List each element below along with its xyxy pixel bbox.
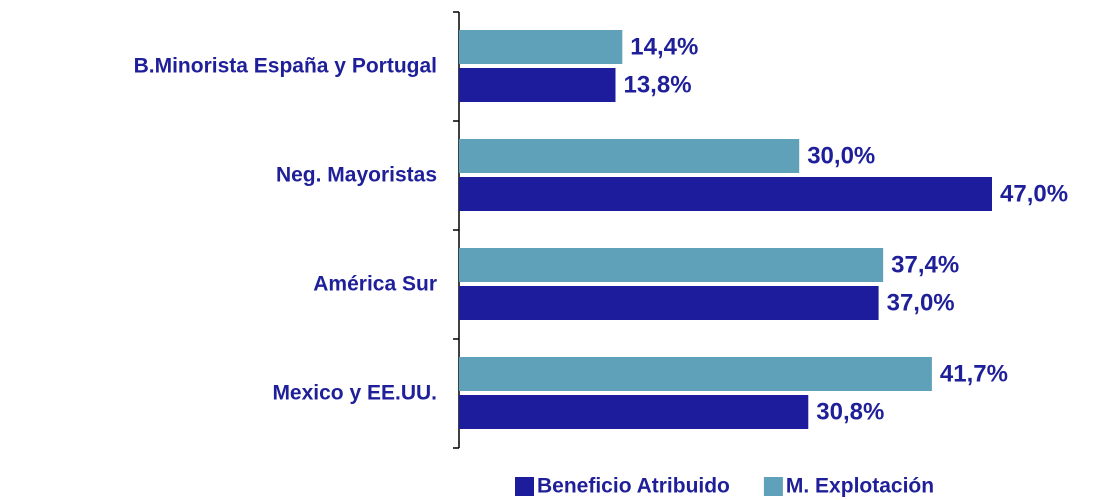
bar — [459, 395, 809, 429]
value-label: 37,4% — [891, 251, 959, 278]
category-label: América Sur — [313, 273, 437, 296]
legend-swatch — [515, 477, 534, 496]
value-label: 30,8% — [816, 398, 884, 425]
legend-swatch — [763, 477, 783, 496]
value-label: 30,0% — [807, 142, 875, 169]
value-label: 41,7% — [940, 360, 1008, 387]
value-label: 14,4% — [630, 33, 698, 60]
bar — [459, 177, 992, 211]
value-label: 13,8% — [623, 71, 691, 98]
value-label: 37,0% — [887, 289, 955, 316]
category-label: Mexico y EE.UU. — [272, 382, 437, 405]
category-label: Neg. Mayoristas — [276, 164, 437, 187]
bar — [459, 68, 616, 102]
category-label: B.Minorista España y Portugal — [134, 55, 437, 78]
value-label: 47,0% — [1000, 180, 1068, 207]
legend-label: M. Explotación — [786, 475, 934, 498]
bar — [459, 248, 884, 282]
legend-label: Beneficio Atribuido — [537, 475, 730, 498]
bar — [459, 139, 800, 173]
bar — [459, 286, 879, 320]
bar — [459, 30, 623, 64]
bar — [459, 357, 932, 391]
